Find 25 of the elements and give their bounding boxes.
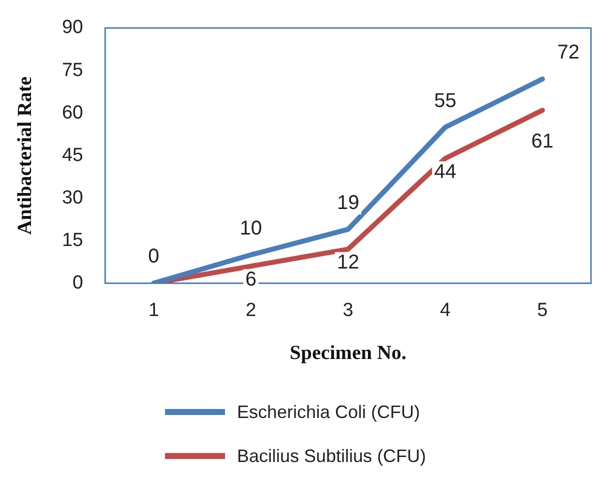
y-tick-label: 15	[62, 230, 84, 251]
y-tick-label: 30	[62, 187, 84, 208]
data-label: 19	[336, 192, 360, 214]
data-label: 10	[240, 217, 262, 240]
data-label: 12	[336, 252, 360, 274]
x-tick-label: 1	[148, 300, 160, 321]
x-tick-label: 3	[342, 300, 354, 321]
x-axis-title: Specimen No.	[290, 342, 406, 364]
x-tick-label: 5	[537, 300, 548, 321]
y-tick-label: 0	[72, 272, 84, 294]
x-tick-label: 2	[246, 300, 256, 321]
data-label: 0	[148, 246, 160, 268]
data-label: 44	[434, 160, 456, 183]
y-axis-title: Antibacterial Rate	[14, 76, 36, 235]
data-label: 55	[434, 90, 456, 112]
y-tick-label: 90	[62, 17, 84, 38]
x-tick-label: 4	[440, 300, 451, 321]
legend-label: Escherichia Coli (CFU)	[237, 402, 420, 422]
data-label: 61	[531, 130, 554, 153]
legend-label: Bacilius Subtilius (CFU)	[237, 446, 426, 466]
y-tick-label: 45	[62, 144, 84, 166]
data-label: 6	[245, 268, 256, 291]
data-label: 72	[557, 42, 580, 64]
y-tick-label: 75	[62, 60, 84, 81]
y-tick-label: 60	[62, 102, 84, 124]
